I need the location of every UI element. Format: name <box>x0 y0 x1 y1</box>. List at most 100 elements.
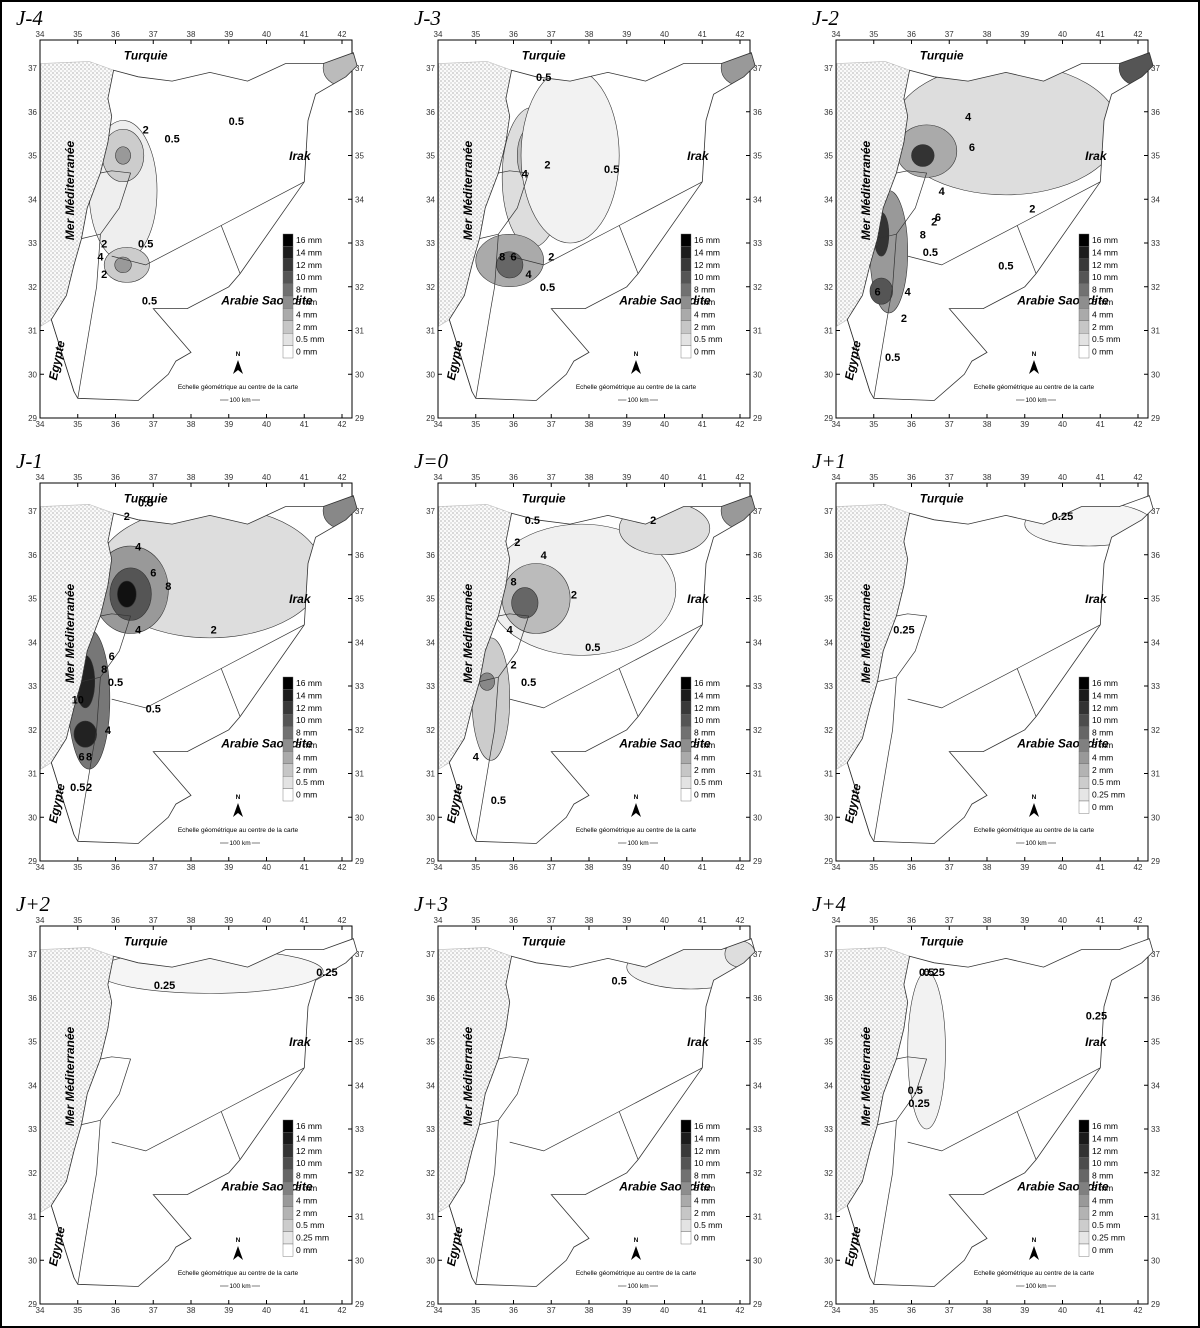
lon-label: 40 <box>1058 420 1067 429</box>
legend-swatch <box>1078 320 1090 334</box>
map-panel: J-43434353536363737383839394040414142422… <box>16 6 364 429</box>
legend-label: 0 mm <box>694 347 715 357</box>
contour-label: 0.5 <box>885 352 900 364</box>
lon-label: 39 <box>622 1306 631 1315</box>
north-label: N <box>236 1237 241 1244</box>
lat-label: 37 <box>1151 507 1160 516</box>
lon-label: 34 <box>832 916 841 925</box>
lat-label: 36 <box>1151 108 1160 117</box>
north-arrow <box>233 1246 243 1260</box>
legend-swatch <box>282 1181 294 1195</box>
land-outline <box>50 52 358 401</box>
legend-label: 12 mm <box>1092 260 1118 270</box>
legend-label: 2 mm <box>1092 1208 1113 1218</box>
lon-label: 42 <box>1134 473 1143 482</box>
lat-label: 35 <box>824 152 833 161</box>
legend-swatch <box>282 714 294 727</box>
lat-label: 33 <box>426 1125 435 1134</box>
lat-label: 31 <box>426 327 435 336</box>
lat-label: 35 <box>753 1038 762 1047</box>
lat-label: 35 <box>355 1038 364 1047</box>
lat-label: 37 <box>28 950 37 959</box>
border <box>877 676 897 682</box>
border <box>873 677 897 842</box>
border <box>877 1119 897 1125</box>
lat-label: 37 <box>824 64 833 73</box>
contour-label: 0.5 <box>70 782 85 794</box>
contour-label: 0.5 <box>146 703 161 715</box>
legend-swatch <box>1078 1206 1090 1220</box>
contour-label: 4 <box>939 186 946 198</box>
contour-label: 0.5 <box>919 967 934 979</box>
lat-label: 34 <box>1151 1081 1160 1090</box>
contour-label: 4 <box>522 168 529 180</box>
lat-label: 31 <box>28 770 37 779</box>
north-label: N <box>236 794 241 801</box>
lon-label: 36 <box>907 916 916 925</box>
lat-label: 35 <box>355 595 364 604</box>
panel-title: J+1 <box>812 449 846 473</box>
lat-label: 33 <box>28 239 37 248</box>
lat-label: 37 <box>426 950 435 959</box>
contour-label: 2 <box>544 160 550 172</box>
contour-label: 0.5 <box>923 247 938 259</box>
legend-swatch <box>282 246 294 259</box>
scale-bar-label: 100 km <box>229 397 250 404</box>
scale-bar-label: 100 km <box>627 840 648 847</box>
map-panel: J-23434353536363737383839394040414142422… <box>812 6 1160 429</box>
legend-label: 14 mm <box>296 1133 322 1143</box>
lon-label: 37 <box>945 420 954 429</box>
legend-label: 8 mm <box>694 1171 715 1181</box>
legend-label: 10 mm <box>694 715 720 725</box>
border <box>618 668 639 717</box>
border <box>475 234 499 399</box>
lat-label: 33 <box>1151 239 1160 248</box>
legend-swatch <box>680 308 692 321</box>
lon-label: 35 <box>869 30 878 39</box>
lon-label: 40 <box>262 916 271 925</box>
contour-label: 8 <box>101 664 107 676</box>
lat-label: 29 <box>753 414 762 423</box>
border <box>220 668 241 717</box>
lon-label: 34 <box>434 863 443 872</box>
lon-label: 41 <box>1096 863 1105 872</box>
place-name: Irak <box>687 1035 710 1049</box>
lat-label: 31 <box>426 770 435 779</box>
lon-label: 40 <box>262 30 271 39</box>
lon-label: 41 <box>698 916 707 925</box>
lon-label: 39 <box>224 1306 233 1315</box>
lon-label: 35 <box>471 420 480 429</box>
lon-label: 41 <box>1096 473 1105 482</box>
lat-label: 29 <box>28 857 37 866</box>
lat-label: 30 <box>28 813 37 822</box>
legend-label: 8 mm <box>694 285 715 295</box>
lat-label: 37 <box>753 950 762 959</box>
contour-label: 4 <box>541 550 548 562</box>
legend-label: 0.25 mm <box>1092 1233 1125 1243</box>
legend-label: 10 mm <box>296 715 322 725</box>
contour-label: 0.5 <box>108 677 123 689</box>
legend-label: 4 mm <box>694 752 715 762</box>
lat-label: 30 <box>753 370 762 379</box>
lon-label: 35 <box>73 473 82 482</box>
legend-label: 14 mm <box>694 1133 720 1143</box>
lat-label: 36 <box>753 551 762 560</box>
border <box>479 1119 499 1125</box>
contour-label: 4 <box>105 725 112 737</box>
lat-label: 32 <box>355 726 364 735</box>
lat-label: 34 <box>753 638 762 647</box>
lat-label: 30 <box>355 370 364 379</box>
contour-label: 4 <box>526 269 533 281</box>
legend-swatch <box>1078 676 1090 690</box>
legend-label: 0 mm <box>1092 1245 1113 1255</box>
lat-label: 36 <box>824 108 833 117</box>
lat-label: 31 <box>355 1213 364 1222</box>
lat-label: 34 <box>1151 638 1160 647</box>
contour-label: 6 <box>874 287 880 299</box>
legend-swatch <box>282 1194 294 1208</box>
contour-label: 4 <box>97 252 104 264</box>
contour-label: 0.5 <box>164 133 179 145</box>
lat-label: 34 <box>824 1081 833 1090</box>
scale-caption: Echelle géométrique au centre de la cart… <box>974 384 1095 391</box>
border <box>877 233 897 239</box>
